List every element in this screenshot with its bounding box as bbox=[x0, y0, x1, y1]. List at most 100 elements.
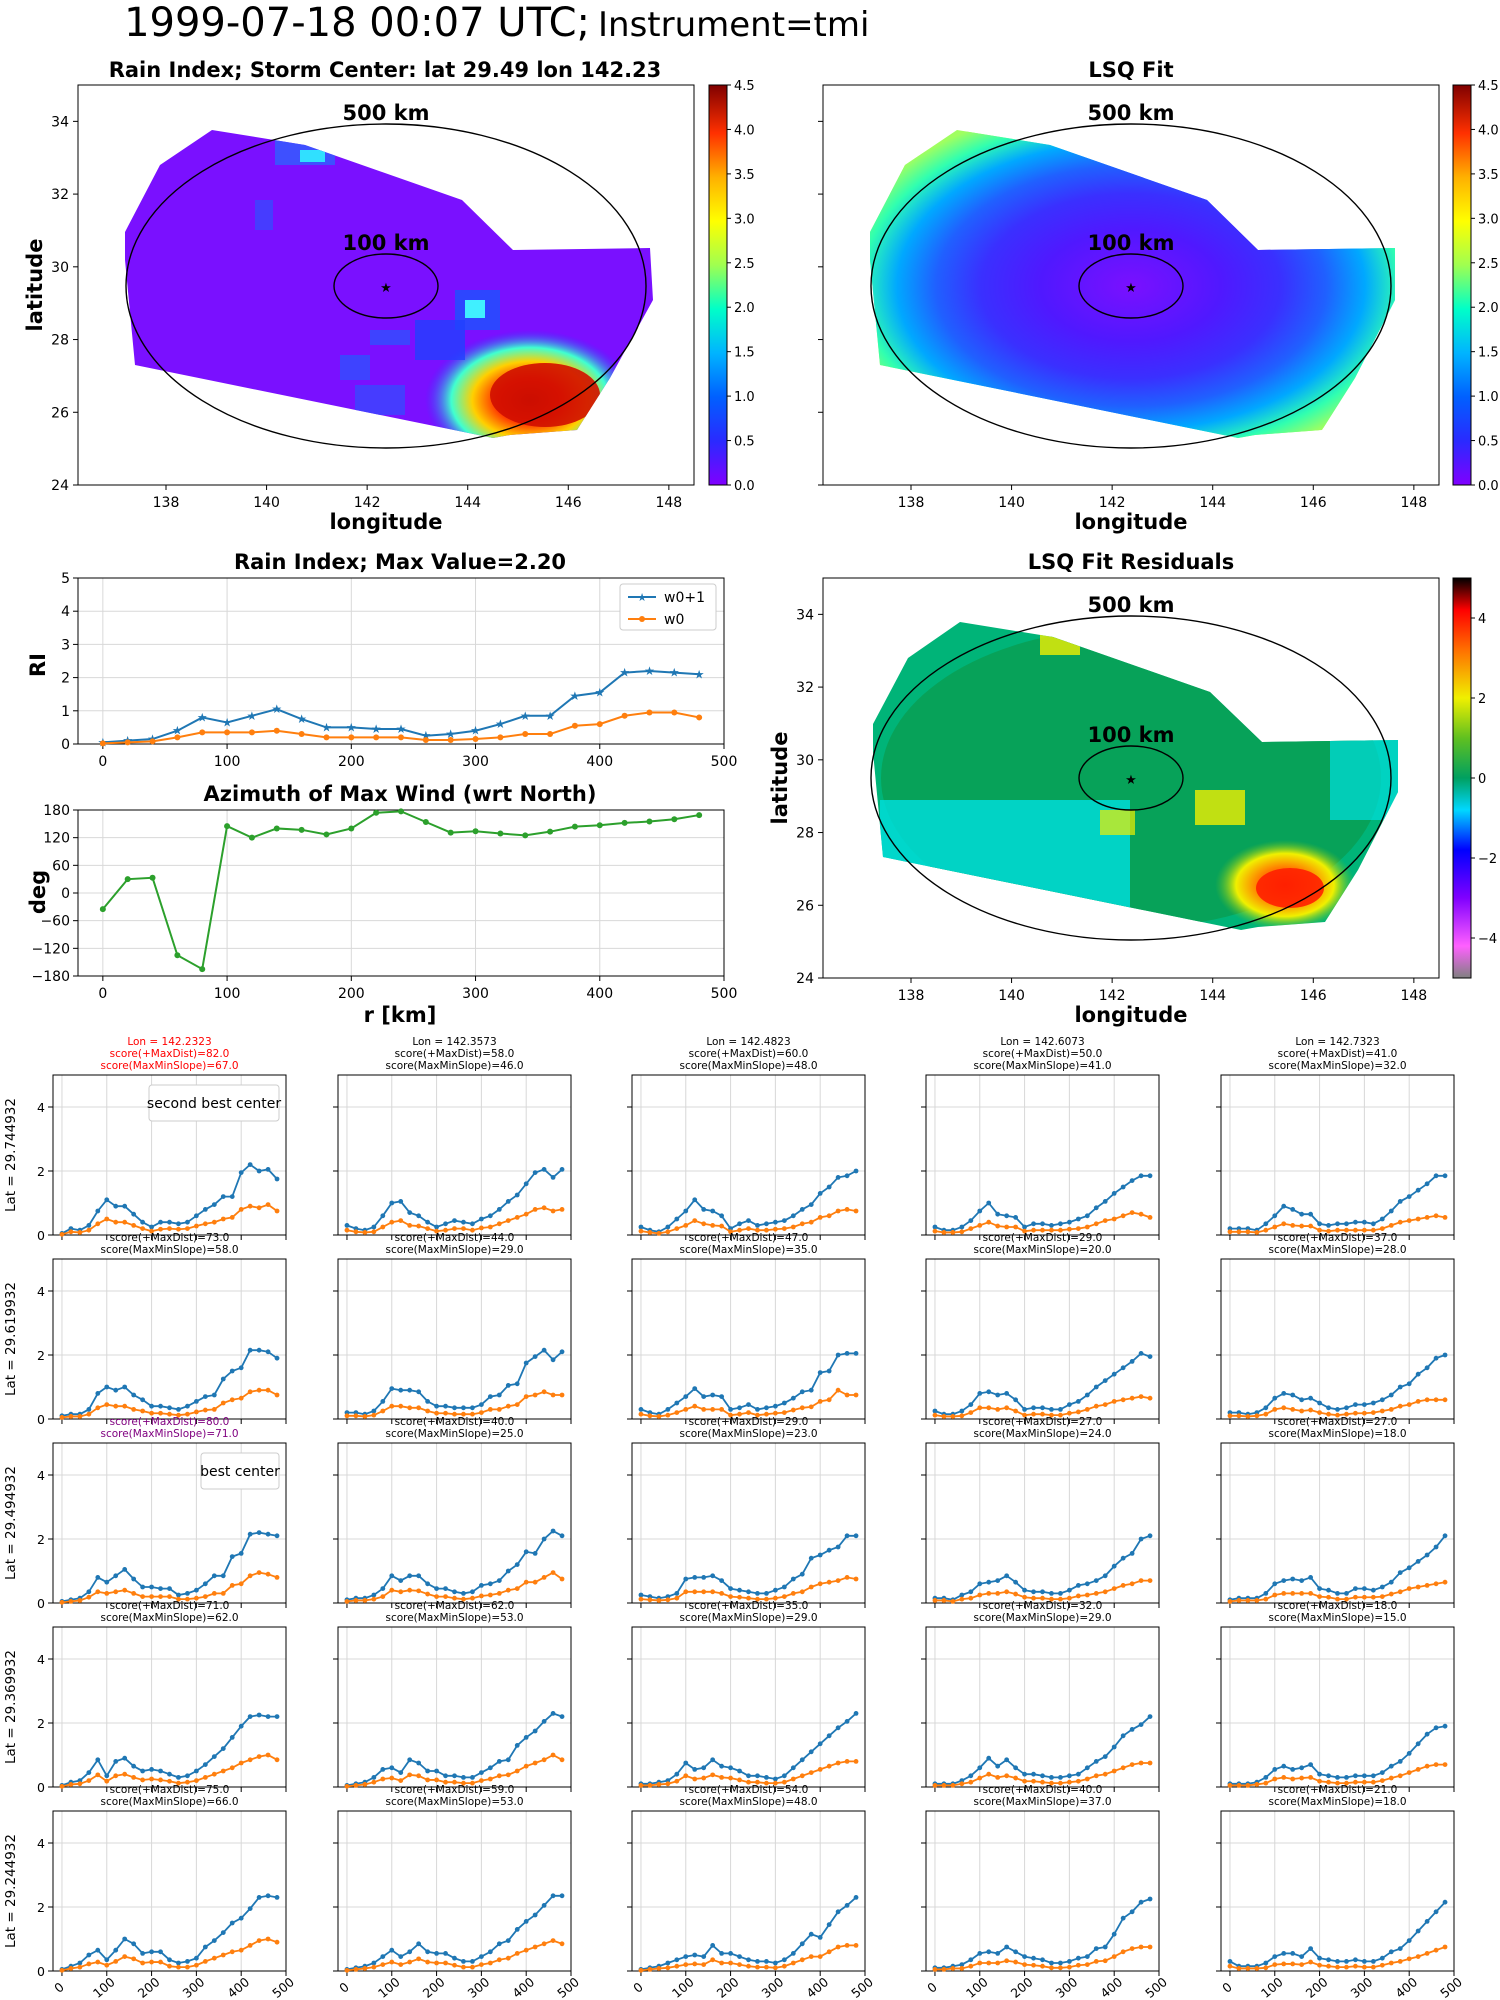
w0-point bbox=[1272, 1962, 1278, 1967]
w0p1-point bbox=[755, 1223, 760, 1228]
w0p1-point bbox=[167, 1771, 172, 1777]
residuals-ring-500km bbox=[870, 615, 1392, 941]
w0-point bbox=[835, 1208, 841, 1214]
w0-point bbox=[1335, 1964, 1340, 1970]
w0-point bbox=[746, 1410, 751, 1415]
w0-point bbox=[478, 1593, 484, 1599]
w0p1-point bbox=[1022, 1407, 1027, 1412]
candidate-panel-xtick-label: 500 bbox=[269, 1974, 297, 2000]
w0-point bbox=[1397, 1219, 1403, 1225]
w0p1-point bbox=[559, 1714, 565, 1719]
w0p1-point bbox=[986, 1755, 992, 1761]
w0-point bbox=[968, 1410, 974, 1415]
w0-point bbox=[647, 1967, 653, 1972]
residuals-xticks: 138 140 142 144 146 148 bbox=[898, 978, 1427, 1004]
w0p1-point bbox=[371, 1775, 377, 1780]
w0p1-point bbox=[719, 1394, 725, 1399]
w0-point bbox=[1308, 1775, 1314, 1780]
azimuth-chart-title: Azimuth of Max Wind (wrt North) bbox=[204, 782, 597, 806]
w0-point bbox=[781, 1410, 787, 1415]
w0-point bbox=[68, 1966, 74, 1971]
azimuth-xtick-label: 500 bbox=[711, 986, 738, 1002]
candidate-panel-ytick-label: 0 bbox=[37, 1964, 45, 1979]
w0-point bbox=[274, 1208, 280, 1214]
w0p1-point bbox=[247, 1714, 253, 1719]
rain-index-profile-xtick-label: 300 bbox=[462, 754, 489, 770]
w0p1-point bbox=[1344, 1591, 1349, 1596]
w0p1-point bbox=[265, 1893, 271, 1899]
w0-point bbox=[523, 1763, 529, 1769]
candidate-panel-title: score(+MaxDist)=32.0 bbox=[983, 1600, 1103, 1612]
w0-point bbox=[344, 1967, 350, 1973]
w0p1-point bbox=[781, 1773, 787, 1779]
candidate-panel-title: Lon = 142.3573 bbox=[412, 1036, 496, 1048]
residuals-xtick-label: 146 bbox=[1300, 988, 1327, 1004]
w0p1-point bbox=[1093, 1946, 1099, 1951]
w0-point bbox=[274, 1575, 280, 1580]
rain-index-profile-ylabel: RI bbox=[26, 653, 50, 677]
colorbar-tick-label: 2.5 bbox=[734, 257, 755, 272]
w0-point bbox=[541, 1941, 547, 1947]
w0p1-point bbox=[1120, 1915, 1126, 1921]
w0-point bbox=[202, 1594, 208, 1599]
azimuth-point bbox=[174, 952, 181, 959]
w0p1-point bbox=[1397, 1946, 1403, 1951]
w0-point bbox=[719, 1407, 725, 1412]
w0p1-point bbox=[229, 1554, 235, 1559]
candidate-panel-axes bbox=[52, 1258, 287, 1420]
w0-point bbox=[1308, 1959, 1314, 1965]
w0-point bbox=[131, 1223, 137, 1228]
w0p1-point bbox=[478, 1954, 484, 1959]
candidate-panel-r4-c4: 0 100 200 300 400 500score(+MaxDist)=21.0scor… bbox=[1216, 1784, 1465, 2000]
w0-point bbox=[665, 1412, 671, 1418]
w0-point bbox=[1049, 1780, 1054, 1786]
w0-point bbox=[1066, 1964, 1072, 1970]
w0-point bbox=[407, 1772, 413, 1778]
w0-point bbox=[487, 1224, 493, 1230]
w0p1-point bbox=[158, 1949, 163, 1955]
w0p1-point bbox=[140, 1219, 146, 1225]
w0-point bbox=[959, 1596, 965, 1602]
w0-point bbox=[140, 1594, 146, 1599]
w0-point bbox=[781, 1226, 787, 1231]
w0-point bbox=[755, 1596, 760, 1602]
w0p1-point bbox=[808, 1749, 814, 1755]
w0-point bbox=[1415, 1767, 1421, 1772]
w0-point bbox=[1424, 1397, 1430, 1403]
candidate-panel-ytick-label: 0 bbox=[37, 1228, 45, 1243]
w0-point bbox=[959, 1781, 965, 1787]
w0-point bbox=[452, 1962, 457, 1968]
w0-point bbox=[425, 1408, 431, 1414]
w0-point bbox=[238, 1760, 244, 1766]
w0p1-point bbox=[122, 1384, 128, 1390]
w0-point bbox=[683, 1223, 689, 1228]
w0p1-point bbox=[229, 1920, 235, 1926]
w0-point bbox=[808, 1219, 814, 1225]
colorbar-tick-label: 2.5 bbox=[1478, 257, 1499, 272]
w0p1-point bbox=[1040, 1405, 1045, 1411]
w0-point bbox=[514, 1215, 520, 1220]
candidate-panel-title: score(+MaxDist)=37.0 bbox=[1278, 1232, 1398, 1244]
w0p1-point bbox=[1290, 1392, 1296, 1398]
w0-point bbox=[1308, 1223, 1314, 1229]
w0p1-point bbox=[1308, 1395, 1314, 1401]
candidate-panel-title: score(MaxMinSlope)=18.0 bbox=[1268, 1796, 1406, 1808]
candidate-panel-title: score(+MaxDist)=80.0 bbox=[110, 1416, 230, 1428]
w0-point bbox=[1379, 1778, 1385, 1783]
w0-point bbox=[1361, 1227, 1367, 1233]
w0-point bbox=[1406, 1402, 1412, 1407]
lsq-fit-map: LSQ Fit 500 km 100 km ★ 138 140 142 144 146 1… bbox=[818, 58, 1499, 534]
w0p1-point bbox=[1004, 1944, 1010, 1950]
w0p1-point bbox=[1299, 1211, 1305, 1217]
azimuth-ytick-label: 0 bbox=[61, 886, 70, 902]
w0-point bbox=[256, 1938, 262, 1943]
w0p1-point bbox=[1406, 1381, 1412, 1387]
residuals-map: LSQ Fit Residuals 500 km 100 km ★ 138 140… bbox=[768, 550, 1497, 1027]
candidate-panel-title: score(+MaxDist)=82.0 bbox=[110, 1048, 230, 1060]
candidate-panel-xtick-label: 100 bbox=[963, 1974, 991, 2000]
w0-point bbox=[1406, 1770, 1412, 1775]
w0p1-point bbox=[1335, 1221, 1340, 1227]
rain_index-ytick-label: 28 bbox=[51, 333, 69, 349]
w0-point bbox=[1433, 1581, 1439, 1587]
